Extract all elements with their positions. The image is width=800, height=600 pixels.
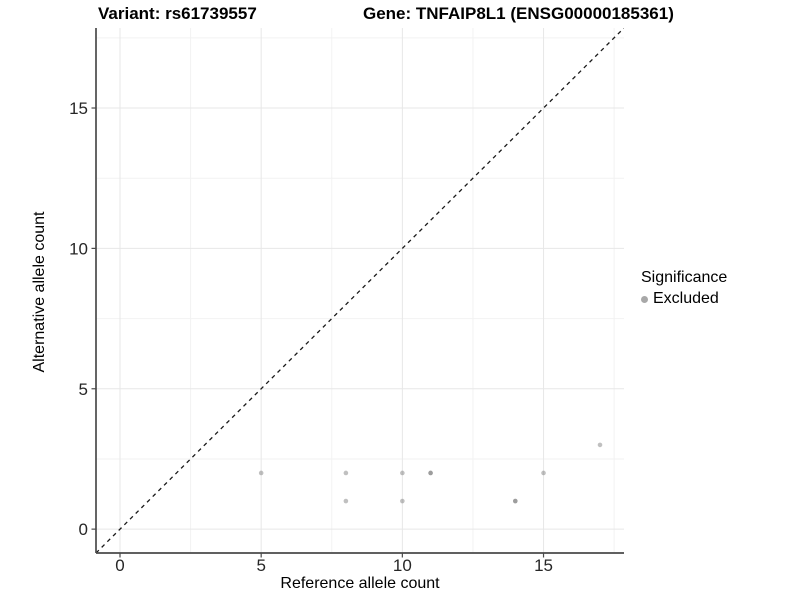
- data-point: [428, 470, 433, 476]
- x-tick-label: 10: [393, 556, 412, 575]
- x-tick-label: 15: [534, 556, 553, 575]
- y-tick-label: 5: [79, 380, 88, 399]
- legend-item-label: Excluded: [653, 290, 719, 307]
- data-point: [343, 470, 349, 476]
- x-tick-label: 0: [115, 556, 124, 575]
- data-point: [428, 470, 433, 476]
- legend-item-excluded: Excluded: [641, 290, 727, 308]
- y-tick-label: 0: [79, 520, 88, 539]
- y-tick-label: 10: [69, 239, 88, 258]
- data-point: [541, 470, 546, 476]
- data-point: [343, 498, 349, 504]
- data-point: [512, 498, 518, 504]
- y-tick-label: 15: [69, 99, 88, 118]
- data-point: [597, 442, 603, 448]
- data-point: [258, 470, 264, 476]
- legend-point-icon: [641, 295, 648, 303]
- legend: Significance Excluded: [641, 269, 727, 308]
- x-axis-title: Reference allele count: [280, 575, 440, 592]
- data-point: [400, 498, 405, 504]
- variant-title: Variant: rs61739557: [98, 4, 257, 23]
- data-point: [400, 470, 405, 476]
- legend-title: Significance: [641, 269, 728, 286]
- x-tick-label: 5: [256, 556, 265, 575]
- data-point: [512, 498, 518, 504]
- gene-title: Gene: TNFAIP8L1 (ENSG00000185361): [363, 4, 674, 23]
- y-axis-title: Alternative allele count: [31, 211, 48, 373]
